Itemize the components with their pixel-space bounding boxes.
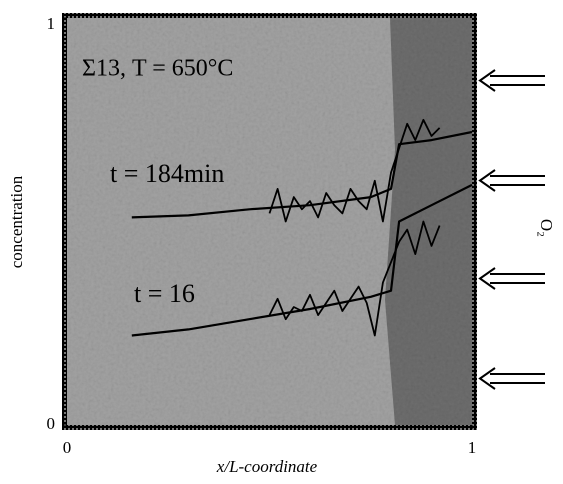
annotation: t = 16: [134, 279, 195, 308]
y-axis-label: concentration: [7, 175, 26, 268]
x-tick-label: 0: [63, 438, 72, 457]
data-line: [131, 183, 473, 337]
y-tick-label: 1: [47, 14, 56, 33]
arrows: [478, 69, 545, 390]
micrograph: [67, 18, 472, 425]
data-line: [268, 118, 441, 223]
x-tick-label: 1: [468, 438, 477, 457]
x-axis-label: x/L-coordinate: [216, 457, 318, 476]
y-tick-label: 0: [47, 414, 56, 433]
y2-axis-label: O₂: [537, 219, 556, 237]
annotation: Σ13, T = 650°C: [82, 56, 233, 82]
annotation: t = 184min: [110, 159, 224, 188]
data-line: [268, 220, 441, 337]
